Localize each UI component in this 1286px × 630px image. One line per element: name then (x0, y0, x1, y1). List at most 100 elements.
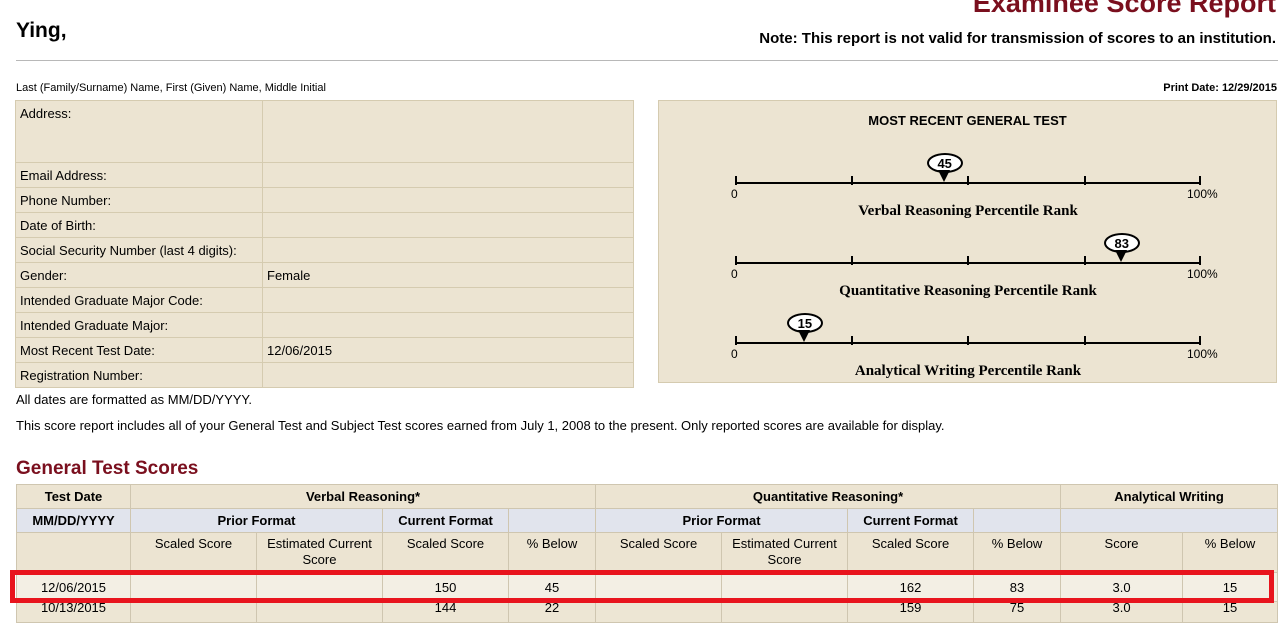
col-date-format: MM/DD/YYYY (16, 508, 131, 533)
col-scaled: Scaled Score (382, 532, 509, 573)
col-estimated: Estimated Current Score (256, 532, 383, 573)
scale-tick (1084, 176, 1086, 185)
info-label: Email Address: (15, 162, 263, 188)
col-estimated: Estimated Current Score (721, 532, 849, 573)
quant-percentile-scale: 0 100% 83 Quantitative Reasoning Percentile… (731, 227, 1218, 307)
info-label: Social Security Number (last 4 digits): (15, 237, 263, 263)
col-verbal-prior: Prior Format (130, 508, 383, 533)
header-row-sections: Test Date Verbal Reasoning* Quantitative… (16, 484, 1279, 509)
marker-pin-icon (937, 170, 950, 182)
col-scaled: Scaled Score (847, 532, 975, 573)
scale-tick (967, 336, 969, 345)
header-divider (16, 60, 1278, 61)
print-date-label: Print Date: (1163, 82, 1219, 94)
col-empty (973, 508, 1062, 533)
scale-tick (851, 336, 853, 345)
col-pct-below: % Below (1182, 532, 1279, 573)
info-label: Address: (15, 100, 263, 163)
info-row-registration: Registration Number: (15, 362, 634, 388)
col-verbal-current: Current Format (382, 508, 509, 533)
info-row-dob: Date of Birth: (15, 212, 634, 238)
col-pct-below: % Below (973, 532, 1062, 573)
info-value: Female (262, 262, 634, 288)
cell (721, 601, 849, 623)
print-date-value: 12/29/2015 (1221, 82, 1277, 94)
scale-tick (967, 176, 969, 185)
scale-min-label: 0 (731, 347, 738, 361)
cell: 45 (507, 572, 597, 602)
info-value (262, 312, 634, 338)
cell: 22 (507, 601, 597, 623)
scale-tick (735, 176, 737, 185)
col-empty (16, 532, 131, 573)
header-row-formats: MM/DD/YYYY Prior Format Current Format P… (16, 508, 1279, 533)
cell: 162 (847, 572, 975, 602)
info-value (262, 287, 634, 313)
scale-max-label: 100% (1187, 187, 1218, 201)
scale-tick (1199, 336, 1201, 345)
col-scaled: Scaled Score (595, 532, 723, 573)
cell (595, 572, 723, 602)
col-quant-prior: Prior Format (595, 508, 849, 533)
panel-title: MOST RECENT GENERAL TEST (868, 113, 1067, 128)
info-row-address: Address: (15, 100, 634, 163)
cell: 15 (1182, 572, 1279, 602)
percentile-marker: 45 (925, 153, 965, 183)
scale-max-label: 100% (1187, 267, 1218, 281)
col-writing: Analytical Writing (1060, 484, 1279, 509)
table-row: 12/06/2015 150 45 162 83 3.0 15 (16, 572, 1279, 602)
examinee-name: Ying, (16, 19, 67, 42)
scale-max-label: 100% (1187, 347, 1218, 361)
print-date: Print Date: 12/29/2015 (1163, 82, 1277, 94)
col-quant-current: Current Format (847, 508, 975, 533)
info-label: Phone Number: (15, 187, 263, 213)
info-value: 12/06/2015 (262, 337, 634, 363)
highlight-box (10, 570, 1274, 603)
scale-min-label: 0 (731, 187, 738, 201)
cell-date: 10/13/2015 (16, 601, 131, 623)
scale-tick (1199, 256, 1201, 265)
cell-date: 12/06/2015 (16, 572, 131, 602)
scale-tick (1199, 176, 1201, 185)
scale-tick (851, 256, 853, 265)
info-label: Intended Graduate Major Code: (15, 287, 263, 313)
scale-min-label: 0 (731, 267, 738, 281)
marker-value: 45 (926, 153, 963, 173)
info-value (262, 212, 634, 238)
scale-label: Quantitative Reasoning Percentile Rank (839, 283, 1097, 299)
percentile-marker: 15 (785, 313, 825, 343)
col-score: Score (1060, 532, 1184, 573)
info-label: Registration Number: (15, 362, 263, 388)
info-row-ssn: Social Security Number (last 4 digits): (15, 237, 634, 263)
info-label: Most Recent Test Date: (15, 337, 263, 363)
cell: 15 (1182, 601, 1279, 623)
cell (256, 601, 383, 623)
general-test-scores-table: Test Date Verbal Reasoning* Quantitative… (16, 484, 1279, 623)
marker-pin-icon (1114, 250, 1127, 262)
writing-percentile-scale: 0 100% 15 Analytical Writing Percentile Ran… (731, 307, 1218, 387)
section-title: General Test Scores (16, 458, 199, 479)
report-scope-note: This score report includes all of your G… (16, 418, 945, 433)
col-test-date: Test Date (16, 484, 131, 509)
scale-tick (967, 256, 969, 265)
table-row: 10/13/2015 144 22 159 75 3.0 15 (16, 601, 1279, 623)
scale-tick (851, 176, 853, 185)
cell: 144 (382, 601, 509, 623)
percentile-panel: MOST RECENT GENERAL TEST 0 100% 45 Verbal R… (658, 100, 1277, 383)
scale-tick (735, 256, 737, 265)
verbal-percentile-scale: 0 100% 45 Verbal Reasoning Percentile Rank (731, 147, 1218, 227)
info-row-test-date: Most Recent Test Date: 12/06/2015 (15, 337, 634, 363)
col-scaled: Scaled Score (130, 532, 257, 573)
scale-tick (1084, 256, 1086, 265)
cell: 75 (973, 601, 1062, 623)
scale-tick (735, 336, 737, 345)
col-empty (1060, 508, 1279, 533)
scale-tick (1084, 336, 1086, 345)
cell (130, 601, 257, 623)
info-value (262, 362, 634, 388)
scale-label: Verbal Reasoning Percentile Rank (858, 203, 1078, 219)
examinee-info-table: Address: Email Address: Phone Number: Da… (15, 100, 634, 388)
info-row-phone: Phone Number: (15, 187, 634, 213)
info-row-major-code: Intended Graduate Major Code: (15, 287, 634, 313)
info-row-email: Email Address: (15, 162, 634, 188)
